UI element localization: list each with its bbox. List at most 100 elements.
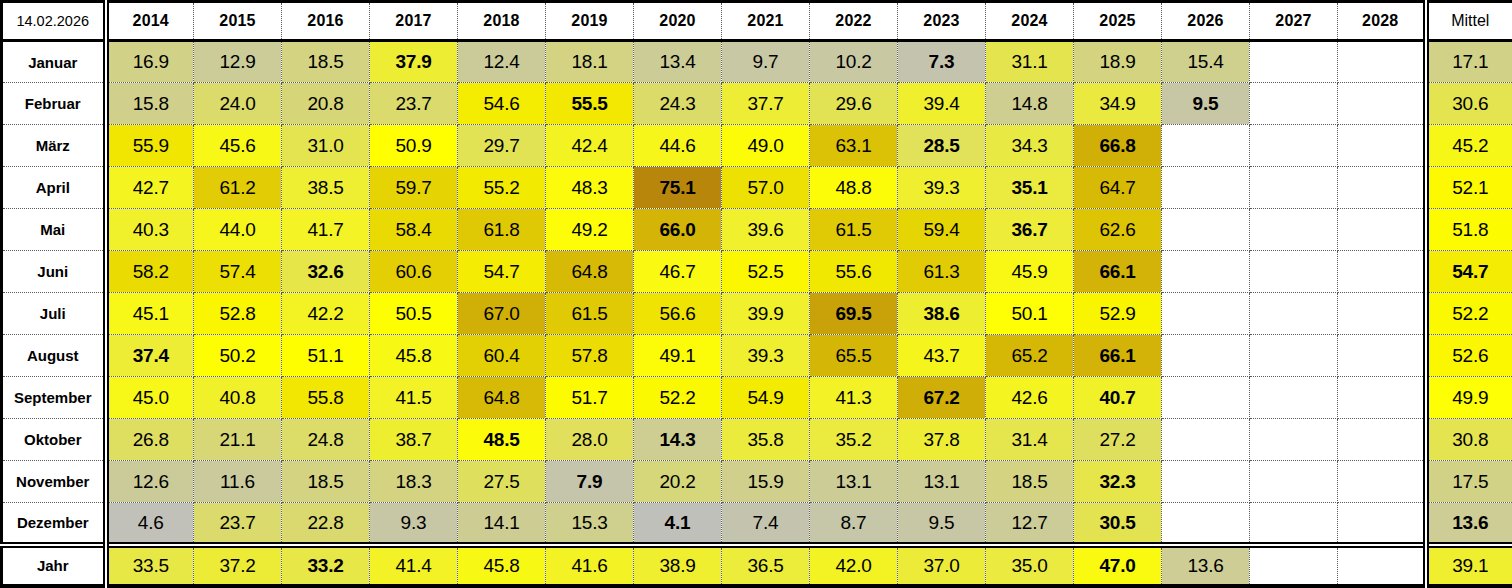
value-cell: 63.1 xyxy=(810,125,898,167)
year-header-2020: 2020 xyxy=(634,2,722,41)
value-cell: 48.5 xyxy=(458,419,546,461)
value-cell: 60.6 xyxy=(370,251,458,293)
value-cell: 36.5 xyxy=(722,545,810,586)
value-cell: 57.8 xyxy=(546,335,634,377)
empty-cell xyxy=(1250,293,1338,335)
monthly-values-sheet: 14.02.2026 2014 2015 2016 2017 2018 2019… xyxy=(0,0,1512,588)
empty-cell xyxy=(1338,503,1426,545)
value-cell: 13.4 xyxy=(634,41,722,83)
value-cell: 22.8 xyxy=(282,503,370,545)
value-cell: 67.0 xyxy=(458,293,546,335)
value-cell: 65.5 xyxy=(810,335,898,377)
value-cell: 41.7 xyxy=(282,209,370,251)
value-cell: 57.0 xyxy=(722,167,810,209)
empty-cell xyxy=(1250,335,1338,377)
value-cell: 28.5 xyxy=(898,125,986,167)
empty-cell xyxy=(1250,545,1338,586)
value-cell: 65.2 xyxy=(986,335,1074,377)
year-header-2014: 2014 xyxy=(106,2,194,41)
month-row: Juni58.257.432.660.654.764.846.752.555.6… xyxy=(2,251,1512,293)
value-cell: 66.0 xyxy=(634,209,722,251)
value-cell: 57.4 xyxy=(194,251,282,293)
value-cell: 34.9 xyxy=(1074,83,1162,125)
value-cell: 50.9 xyxy=(370,125,458,167)
value-cell: 40.7 xyxy=(1074,377,1162,419)
value-cell: 29.6 xyxy=(810,83,898,125)
value-cell: 16.9 xyxy=(106,41,194,83)
value-cell: 18.1 xyxy=(546,41,634,83)
value-cell: 12.9 xyxy=(194,41,282,83)
value-cell: 21.1 xyxy=(194,419,282,461)
empty-cell xyxy=(1250,41,1338,83)
year-header-2027: 2027 xyxy=(1250,2,1338,41)
value-cell: 51.7 xyxy=(546,377,634,419)
empty-cell xyxy=(1250,461,1338,503)
year-header-2017: 2017 xyxy=(370,2,458,41)
value-cell: 39.6 xyxy=(722,209,810,251)
mittel-cell: 30.6 xyxy=(1426,83,1512,125)
year-header-2015: 2015 xyxy=(194,2,282,41)
value-cell: 50.2 xyxy=(194,335,282,377)
value-cell: 4.1 xyxy=(634,503,722,545)
empty-cell xyxy=(1338,335,1426,377)
month-label: August xyxy=(2,335,106,377)
empty-cell xyxy=(1338,167,1426,209)
value-cell: 45.0 xyxy=(106,377,194,419)
empty-cell xyxy=(1162,377,1250,419)
month-row: März55.945.631.050.929.742.444.649.063.1… xyxy=(2,125,1512,167)
value-cell: 61.5 xyxy=(810,209,898,251)
value-cell: 50.5 xyxy=(370,293,458,335)
value-cell: 18.9 xyxy=(1074,41,1162,83)
value-cell: 32.3 xyxy=(1074,461,1162,503)
value-cell: 38.6 xyxy=(898,293,986,335)
month-row: September45.040.855.841.564.851.752.254.… xyxy=(2,377,1512,419)
value-cell: 41.4 xyxy=(370,545,458,586)
value-cell: 36.7 xyxy=(986,209,1074,251)
month-label: Januar xyxy=(2,41,106,83)
month-label: März xyxy=(2,125,106,167)
value-cell: 7.9 xyxy=(546,461,634,503)
empty-cell xyxy=(1250,503,1338,545)
value-cell: 32.6 xyxy=(282,251,370,293)
value-cell: 59.4 xyxy=(898,209,986,251)
value-cell: 34.3 xyxy=(986,125,1074,167)
mittel-cell: 52.1 xyxy=(1426,167,1512,209)
value-cell: 41.6 xyxy=(546,545,634,586)
value-cell: 38.7 xyxy=(370,419,458,461)
value-cell: 52.2 xyxy=(634,377,722,419)
empty-cell xyxy=(1338,293,1426,335)
value-cell: 35.8 xyxy=(722,419,810,461)
value-cell: 51.1 xyxy=(282,335,370,377)
value-cell: 38.9 xyxy=(634,545,722,586)
value-cell: 41.5 xyxy=(370,377,458,419)
value-cell: 9.3 xyxy=(370,503,458,545)
value-cell: 66.1 xyxy=(1074,251,1162,293)
mittel-cell: 13.6 xyxy=(1426,503,1512,545)
value-cell: 45.8 xyxy=(458,545,546,586)
empty-cell xyxy=(1338,545,1426,586)
year-header-2023: 2023 xyxy=(898,2,986,41)
value-cell: 13.6 xyxy=(1162,545,1250,586)
value-cell: 23.7 xyxy=(370,83,458,125)
value-cell: 26.8 xyxy=(106,419,194,461)
value-cell: 18.3 xyxy=(370,461,458,503)
empty-cell xyxy=(1338,41,1426,83)
date-cell: 14.02.2026 xyxy=(2,2,106,41)
mittel-cell: 51.8 xyxy=(1426,209,1512,251)
value-cell: 49.0 xyxy=(722,125,810,167)
empty-cell xyxy=(1250,377,1338,419)
empty-cell xyxy=(1338,377,1426,419)
value-cell: 37.7 xyxy=(722,83,810,125)
value-cell: 9.5 xyxy=(1162,83,1250,125)
summary-row-label: Jahr xyxy=(2,545,106,586)
value-cell: 69.5 xyxy=(810,293,898,335)
value-cell: 52.8 xyxy=(194,293,282,335)
value-cell: 35.1 xyxy=(986,167,1074,209)
mittel-cell: 52.2 xyxy=(1426,293,1512,335)
empty-cell xyxy=(1250,251,1338,293)
year-header-2024: 2024 xyxy=(986,2,1074,41)
value-cell: 41.3 xyxy=(810,377,898,419)
empty-cell xyxy=(1250,83,1338,125)
value-cell: 45.8 xyxy=(370,335,458,377)
value-cell: 37.8 xyxy=(898,419,986,461)
